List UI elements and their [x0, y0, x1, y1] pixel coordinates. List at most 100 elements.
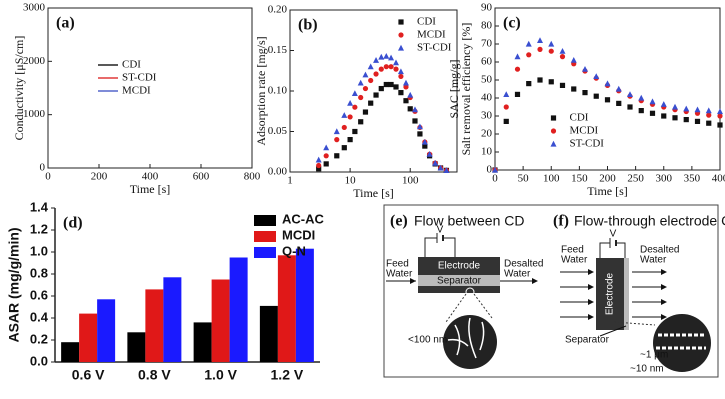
- bar: [97, 299, 116, 362]
- marker: [649, 110, 656, 116]
- legend-label: MCDI: [417, 29, 446, 41]
- legend-label: ST-CDI: [122, 72, 157, 84]
- marker: [358, 94, 364, 101]
- marker: [582, 66, 588, 72]
- x-tick-label: 100: [402, 175, 419, 187]
- y-tick-label: 0.2: [30, 331, 48, 346]
- y-tick-label: 0.10: [268, 85, 288, 97]
- bar: [277, 255, 296, 362]
- marker: [316, 162, 322, 169]
- marker: [548, 40, 555, 47]
- bar: [193, 322, 212, 362]
- x-tick-label: 600: [193, 171, 210, 183]
- marker: [571, 86, 577, 92]
- y-tick-label: 0.0: [30, 353, 48, 368]
- marker: [412, 118, 418, 124]
- marker: [526, 52, 532, 58]
- legend-label: CDI: [417, 16, 436, 28]
- wire: [424, 237, 456, 257]
- marker: [388, 81, 394, 88]
- marker: [373, 57, 380, 63]
- marker: [347, 137, 353, 143]
- zoom-line: [445, 293, 493, 323]
- x-axis-label: Time [s]: [130, 182, 171, 196]
- panel-label: (f): [553, 213, 569, 230]
- marker: [362, 109, 369, 115]
- marker: [393, 84, 399, 90]
- marker: [717, 108, 723, 115]
- y-axis-label: Adsorption rate [mg/s]: [254, 36, 268, 145]
- arrow-head: [410, 278, 416, 284]
- marker: [492, 166, 498, 173]
- marker: [393, 59, 400, 66]
- marker: [649, 98, 656, 105]
- marker: [398, 73, 404, 80]
- marker: [368, 100, 374, 106]
- voltage: V: [610, 229, 617, 240]
- marker: [717, 113, 723, 119]
- marker: [706, 120, 712, 126]
- marker: [503, 91, 510, 97]
- marker: [341, 112, 348, 118]
- y-tick-label: 20: [481, 128, 493, 140]
- x-tick-label: 150: [571, 173, 588, 185]
- marker: [559, 82, 566, 88]
- marker: [615, 85, 622, 92]
- y-axis-label: Conductivity [μS/cm]: [12, 36, 26, 141]
- y-tick-label: 0: [40, 162, 46, 174]
- marker: [351, 90, 358, 97]
- x-tick-label: 400: [712, 173, 725, 185]
- marker: [514, 53, 521, 60]
- marker: [550, 140, 557, 147]
- marker: [388, 64, 394, 70]
- marker: [378, 66, 384, 72]
- scale-label: <100 nm: [408, 335, 447, 346]
- marker: [672, 103, 678, 110]
- y-tick-label: 0: [487, 164, 493, 176]
- marker: [417, 131, 423, 137]
- legend-label: CDI: [122, 59, 141, 71]
- x-axis-label: Time [s]: [353, 186, 394, 200]
- y-tick-label: 1000: [23, 108, 46, 120]
- marker: [443, 167, 450, 173]
- marker: [570, 57, 577, 63]
- marker: [407, 106, 413, 112]
- panel-label: (a): [56, 15, 75, 32]
- marker: [661, 113, 667, 119]
- y-tick-label: 60: [481, 56, 493, 68]
- marker: [402, 79, 409, 86]
- y-axis-label: ASAR (mg/g/min): [6, 227, 22, 342]
- bar: [127, 332, 146, 362]
- scale-label: ~10 nm: [630, 364, 664, 375]
- marker: [362, 85, 369, 92]
- legend-label: MCDI: [570, 125, 599, 137]
- y-tick-label: 0.15: [268, 44, 288, 56]
- marker: [694, 118, 701, 124]
- marker: [526, 81, 532, 87]
- marker: [333, 128, 340, 135]
- diagram-panel: (e) Flow between CD V Electrode Separato…: [383, 204, 725, 378]
- electrode-label: Electrode: [605, 272, 616, 315]
- marker: [407, 91, 414, 98]
- marker: [398, 44, 404, 51]
- pores: [656, 333, 706, 350]
- marker: [352, 104, 358, 110]
- marker: [383, 81, 389, 88]
- marker: [627, 104, 633, 110]
- marker: [352, 128, 358, 135]
- marker: [403, 84, 409, 90]
- marker: [548, 79, 554, 85]
- marker: [638, 108, 644, 114]
- x-axis-label: Time [s]: [587, 184, 628, 198]
- x-tick-label: 100: [543, 173, 560, 185]
- panel-label: (c): [503, 15, 521, 32]
- legend-label: ST-CDI: [570, 138, 605, 150]
- marker: [323, 161, 329, 167]
- x-tick-label: 0: [45, 171, 51, 183]
- y-tick-label: 1.2: [30, 221, 48, 236]
- zoom-spot: [465, 287, 475, 297]
- marker: [383, 64, 389, 70]
- marker: [368, 77, 374, 84]
- y-tick-label: 0.4: [30, 309, 49, 324]
